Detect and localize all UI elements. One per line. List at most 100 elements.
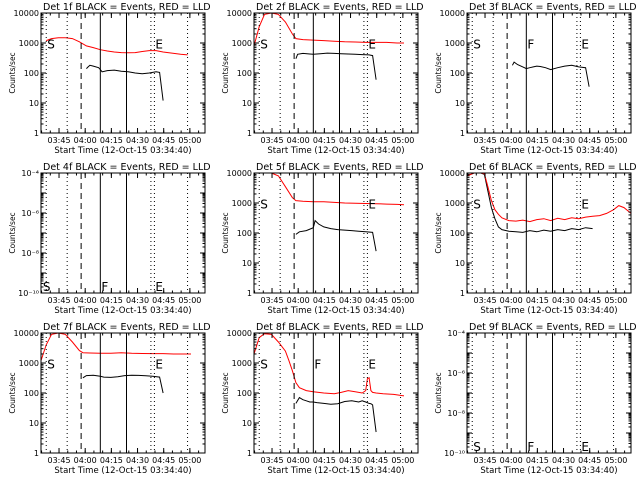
y-tick-label: 10000: [440, 9, 465, 18]
x-tick-label: 04:30: [339, 136, 362, 145]
y-tick-label: 10: [242, 99, 252, 108]
y-tick-label: 1: [34, 129, 39, 138]
panel-title: Det 8f BLACK = Events, RED = LLD: [256, 322, 424, 333]
x-tick-label: 04:45: [578, 456, 601, 465]
y-tick-label: 1000: [19, 359, 39, 368]
x-tick-label: 04:45: [152, 296, 175, 305]
y-tick-label: 10: [455, 259, 465, 268]
y-tick-label: 10: [242, 419, 252, 428]
y-tick-label: 10: [242, 259, 252, 268]
interval-marker-s: S: [47, 357, 55, 371]
panel-title: Det 1f BLACK = Events, RED = LLD: [43, 2, 211, 13]
panel-title: Det 9f BLACK = Events, RED = LLD: [469, 322, 637, 333]
x-tick-label: 05:00: [391, 136, 414, 145]
series-lld-line: [466, 172, 632, 223]
x-axis-label: Start Time (12-Oct-15 03:34:40): [54, 306, 191, 316]
series-events-line: [295, 396, 377, 433]
plot-frame: [253, 12, 419, 134]
y-tick-label: 10000: [227, 169, 252, 178]
y-axis-label: Counts/sec: [434, 52, 443, 93]
panel-det-7: Det 7f BLACK = Events, RED = LLD 1 10 100 10…: [8, 322, 211, 476]
interval-marker-f: F: [527, 37, 534, 51]
plot-frame: [40, 332, 206, 454]
y-axis-label: Counts/sec: [434, 212, 443, 253]
panel-title: Det 7f BLACK = Events, RED = LLD: [43, 322, 211, 333]
x-tick-label: 03:45: [47, 136, 70, 145]
interval-marker-s: S: [43, 280, 51, 294]
series-lld-line: [46, 37, 188, 56]
x-tick-label: 03:45: [260, 296, 283, 305]
panel-det-5: Det 5f BLACK = Events, RED = LLD 1 10 100 10…: [221, 162, 424, 316]
x-tick-label: 04:30: [126, 456, 149, 465]
x-tick-label: 04:30: [552, 296, 575, 305]
x-tick-label: 04:00: [500, 456, 523, 465]
x-tick-label: 03:45: [260, 456, 283, 465]
x-tick-label: 04:30: [339, 456, 362, 465]
y-tick-label: 10000: [14, 329, 39, 338]
y-tick-label: 1: [247, 449, 252, 458]
x-tick-label: 05:00: [178, 136, 201, 145]
x-tick-label: 03:45: [473, 296, 496, 305]
x-tick-label: 04:00: [500, 136, 523, 145]
panel-title: Det 6f BLACK = Events, RED = LLD: [469, 162, 637, 173]
y-tick-label: 10⁻⁶: [21, 209, 39, 218]
x-axis-label: Start Time (12-Oct-15 03:34:40): [54, 146, 191, 156]
plot-frame: [40, 172, 206, 294]
y-tick-label: 1: [247, 129, 252, 138]
series-events-line: [86, 64, 164, 101]
panel-det-1: Det 1f BLACK = Events, RED = LLD 1 10 100 10…: [8, 2, 211, 156]
panel-det-3: Det 3f BLACK = Events, RED = LLD 1 10 100 10…: [434, 2, 637, 156]
y-tick-label: 10⁻¹⁰: [18, 289, 39, 298]
interval-marker-e: E: [368, 357, 376, 371]
x-tick-label: 04:45: [152, 456, 175, 465]
panel-det-9: Det 9f BLACK = Events, RED = LLD 10⁻¹⁰ 10⁻…: [434, 322, 637, 476]
y-tick-label: 10: [29, 99, 39, 108]
series-lld-line: [40, 332, 191, 361]
y-tick-label: 10000: [440, 169, 465, 178]
y-tick-label: 100: [450, 69, 465, 78]
x-axis-label: Start Time (12-Oct-15 03:34:40): [267, 146, 404, 156]
x-tick-label: 04:00: [287, 456, 310, 465]
x-axis-label: Start Time (12-Oct-15 03:34:40): [480, 466, 617, 476]
plot-frame: [466, 172, 632, 294]
panel-title: Det 4f BLACK = Events, RED = LLD: [43, 162, 211, 173]
y-axis-label: Counts/sec: [221, 52, 230, 93]
x-axis-label: Start Time (12-Oct-15 03:34:40): [480, 146, 617, 156]
y-tick-label: 100: [24, 69, 39, 78]
plot-frame: [40, 12, 206, 134]
y-axis-label: Counts/sec: [221, 372, 230, 413]
x-tick-label: 04:00: [74, 456, 97, 465]
x-tick-label: 05:00: [391, 296, 414, 305]
interval-marker-f: F: [101, 280, 108, 294]
y-tick-label: 1000: [19, 39, 39, 48]
x-tick-label: 05:00: [178, 456, 201, 465]
x-tick-label: 04:45: [365, 136, 388, 145]
interval-marker-e: E: [155, 280, 163, 294]
x-tick-label: 04:00: [287, 136, 310, 145]
x-tick-label: 03:45: [260, 136, 283, 145]
interval-marker-e: E: [581, 440, 589, 454]
plot-frame: [466, 12, 632, 134]
x-tick-label: 04:00: [74, 296, 97, 305]
panel-det-4: Det 4f BLACK = Events, RED = LLD 10⁻¹⁰ 10⁻…: [8, 162, 211, 316]
y-tick-label: 10000: [227, 329, 252, 338]
y-tick-label: 1000: [445, 39, 465, 48]
series-lld-line: [271, 172, 405, 206]
y-tick-label: 10⁻⁴: [447, 329, 465, 338]
y-axis-label: Counts/sec: [8, 52, 17, 93]
plot-frame: [253, 172, 419, 294]
y-tick-label: 100: [24, 389, 39, 398]
x-tick-label: 04:15: [526, 296, 549, 305]
interval-marker-e: E: [581, 37, 589, 51]
interval-marker-s: S: [260, 37, 268, 51]
x-tick-label: 04:15: [100, 456, 123, 465]
x-tick-label: 03:45: [473, 136, 496, 145]
x-tick-label: 04:30: [552, 456, 575, 465]
x-tick-label: 04:45: [365, 296, 388, 305]
interval-marker-s: S: [260, 357, 268, 371]
x-tick-label: 04:45: [578, 296, 601, 305]
x-tick-label: 04:15: [313, 136, 336, 145]
x-tick-label: 04:30: [339, 296, 362, 305]
x-tick-label: 04:00: [287, 296, 310, 305]
